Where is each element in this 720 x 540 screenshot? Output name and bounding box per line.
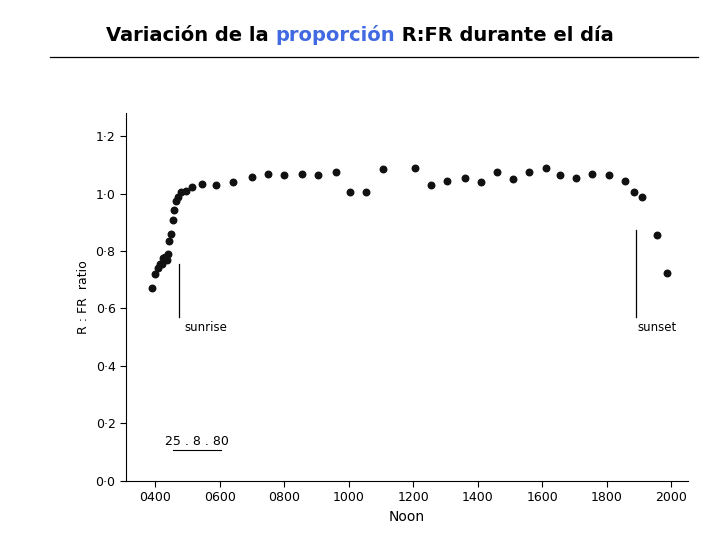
Point xyxy=(330,168,341,177)
Point xyxy=(619,177,631,185)
Point xyxy=(523,168,535,177)
Point xyxy=(167,215,179,224)
Point xyxy=(636,192,648,201)
Point xyxy=(312,171,324,179)
Text: sunrise: sunrise xyxy=(184,321,227,334)
Point xyxy=(296,170,307,178)
Point xyxy=(554,171,566,179)
X-axis label: Noon: Noon xyxy=(389,510,425,524)
Point xyxy=(160,253,171,261)
Text: R:FR durante el día: R:FR durante el día xyxy=(395,25,614,45)
Point xyxy=(587,170,598,178)
Point xyxy=(492,168,503,177)
Point xyxy=(173,192,184,201)
Point xyxy=(570,174,582,183)
Point xyxy=(149,269,161,278)
Point xyxy=(651,231,662,240)
Point xyxy=(603,171,614,179)
Point xyxy=(146,284,158,293)
Text: Variación de la: Variación de la xyxy=(106,25,276,45)
Point xyxy=(211,181,222,190)
Point xyxy=(168,205,180,214)
Text: 25 . 8 . 80: 25 . 8 . 80 xyxy=(165,435,229,448)
Point xyxy=(629,188,640,197)
Point xyxy=(163,237,175,245)
Point xyxy=(196,179,207,188)
Point xyxy=(158,254,170,262)
Point xyxy=(377,165,388,174)
Point xyxy=(153,264,164,273)
Point xyxy=(441,177,453,185)
Point xyxy=(161,255,172,264)
Point xyxy=(361,188,372,197)
Point xyxy=(475,178,487,186)
Point xyxy=(175,188,186,197)
Point xyxy=(540,164,552,172)
Point xyxy=(227,178,238,186)
Y-axis label: R : FR  ratio: R : FR ratio xyxy=(77,260,90,334)
Text: sunset: sunset xyxy=(638,321,677,334)
Point xyxy=(426,181,437,190)
Point xyxy=(409,164,420,172)
Point xyxy=(154,260,166,268)
Text: proporción: proporción xyxy=(276,25,395,45)
Point xyxy=(156,260,167,268)
Point xyxy=(246,172,258,181)
Point xyxy=(186,182,198,191)
Point xyxy=(157,254,168,262)
Point xyxy=(162,249,174,258)
Point xyxy=(165,230,176,238)
Point xyxy=(661,268,672,277)
Point xyxy=(279,171,290,179)
Point xyxy=(180,186,192,195)
Point xyxy=(345,188,356,197)
Point xyxy=(508,175,519,184)
Point xyxy=(262,170,274,178)
Point xyxy=(170,197,181,205)
Point xyxy=(459,174,471,183)
